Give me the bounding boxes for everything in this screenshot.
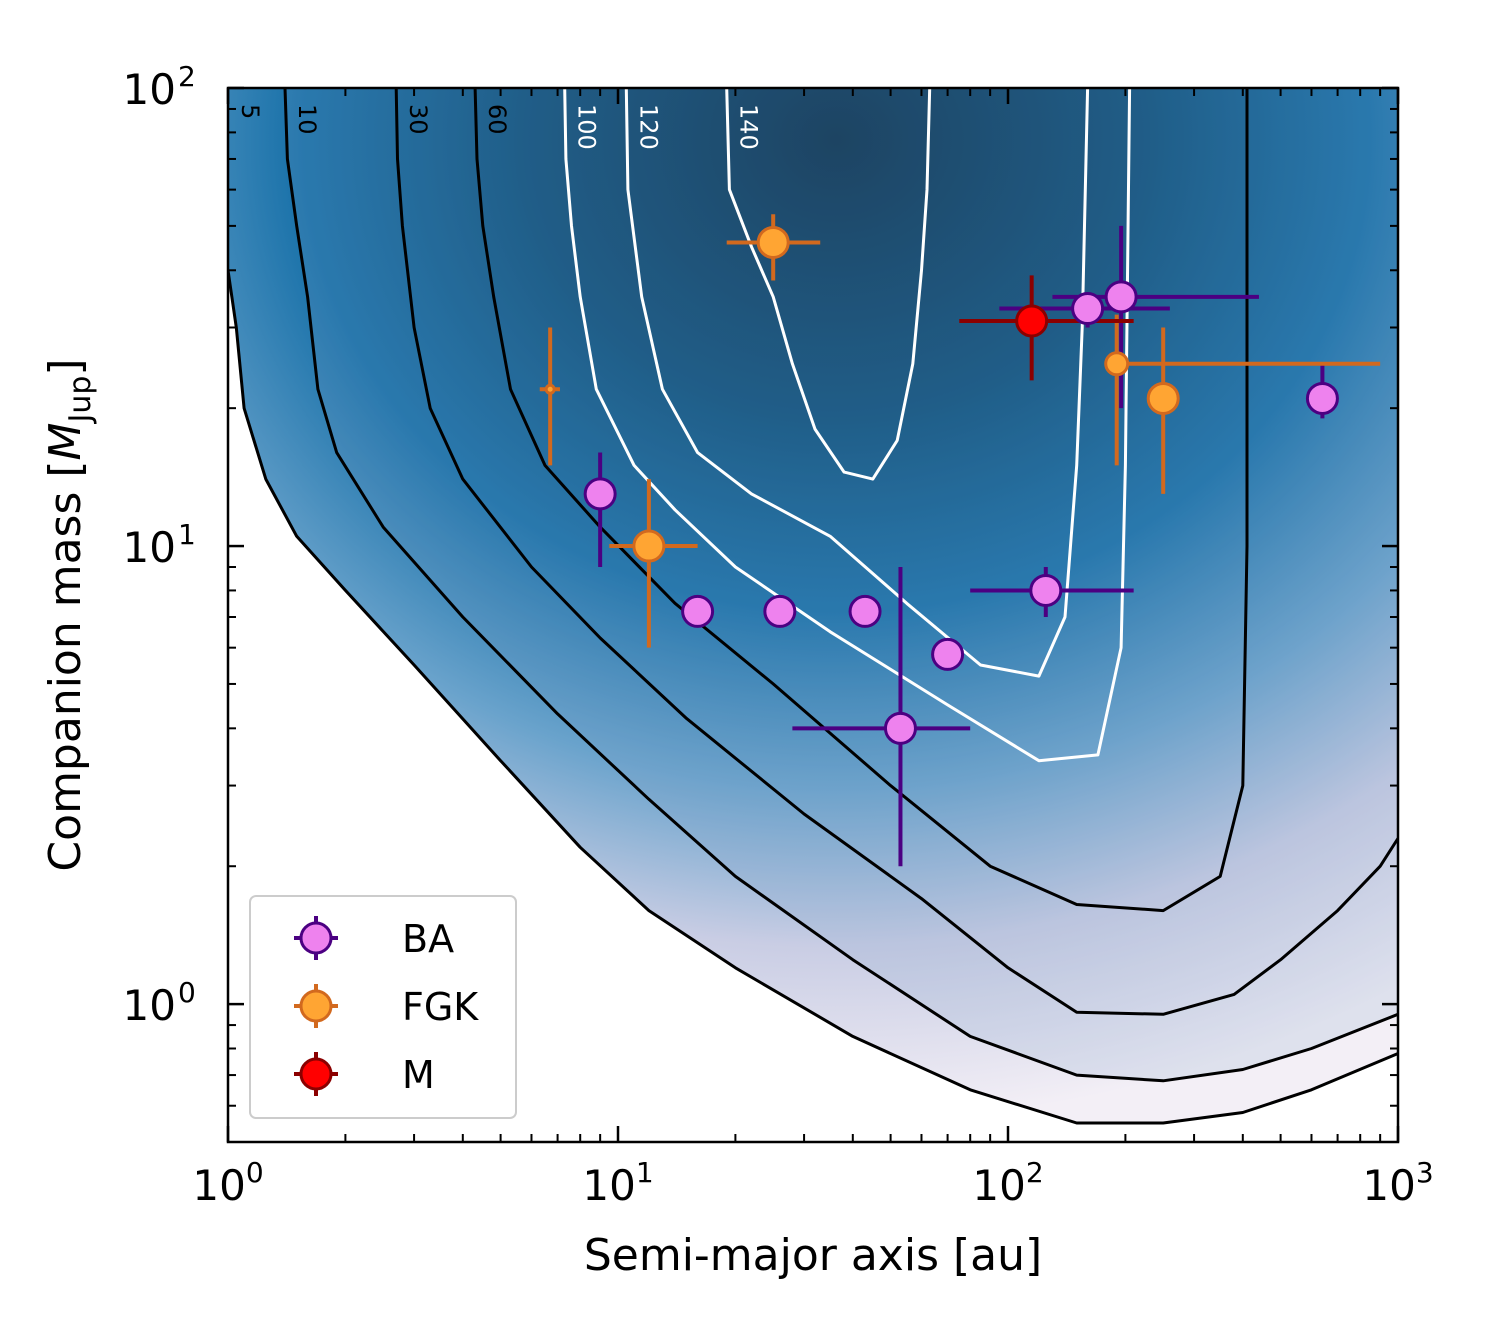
x-tick-base-2: 10	[972, 1161, 1025, 1210]
y-axis-label-end: ]	[40, 358, 91, 375]
point-BA-4	[931, 637, 965, 671]
point-FGK-0	[544, 383, 556, 395]
y-axis-label-main: Companion mass [	[40, 460, 91, 871]
contour-line-140	[725, 88, 932, 481]
contour-label-10: 10	[293, 104, 321, 135]
x-tick-base-0: 10	[192, 1161, 245, 1210]
point-M-0	[1015, 304, 1049, 338]
y-tick-base-0: 10	[123, 981, 176, 1030]
contour-label-5: 5	[236, 104, 264, 119]
point-BA-7	[1071, 292, 1105, 326]
contour-label-30: 30	[404, 104, 432, 135]
legend-label-FGK: FGK	[402, 985, 479, 1029]
legend-marker-FGK	[299, 989, 333, 1023]
y-axis-label-italic: M	[40, 422, 91, 460]
x-axis-label: Semi-major axis [au]	[584, 1230, 1042, 1281]
y-axis-label-sub: Jup	[63, 376, 98, 425]
legend-marker-BA	[299, 921, 333, 955]
point-BA-8	[1104, 280, 1138, 314]
point-BA-3	[848, 594, 882, 628]
y-tick-exp-2: 2	[178, 60, 196, 93]
point-BA-9	[1305, 381, 1339, 415]
y-tick-base-2: 10	[123, 65, 176, 114]
x-tick-exp-1: 1	[636, 1156, 654, 1189]
contour-line-100	[563, 88, 1132, 763]
contour-label-100: 100	[573, 104, 601, 150]
y-axis-label-group: Companion mass [MJup]	[40, 358, 98, 871]
y-tick-label-1: 10	[123, 523, 176, 572]
point-BA-5	[883, 711, 917, 745]
x-tick-base-1: 10	[582, 1161, 635, 1210]
contour-line-5	[228, 270, 1398, 1125]
point-BA-1	[681, 594, 715, 628]
plot-frame	[226, 86, 1400, 1144]
point-BA-6	[1029, 573, 1063, 607]
point-BA-0	[583, 477, 617, 511]
y-tick-base-1: 10	[123, 523, 176, 572]
y-tick-exp-0: 0	[178, 976, 196, 1009]
point-FGK-2	[756, 225, 790, 259]
point-BA-2	[763, 594, 797, 628]
legend-marker-M	[299, 1057, 333, 1091]
point-layer	[544, 225, 1339, 745]
y-axis-label: Companion mass [MJup]	[40, 358, 98, 871]
x-tick-base-3: 10	[1362, 1161, 1415, 1210]
contour-line-30	[394, 88, 1398, 1016]
y-tick-exp-1: 1	[178, 518, 196, 551]
contour-label-60: 60	[483, 104, 511, 135]
x-tick-label-2: 102	[972, 1156, 1043, 1210]
point-FGK-1	[632, 529, 666, 563]
contour-label-140: 140	[735, 104, 763, 150]
x-tick-exp-2: 2	[1026, 1156, 1044, 1189]
x-tick-exp-0: 0	[246, 1156, 264, 1189]
x-tick-label-3: 103	[1362, 1156, 1433, 1210]
point-FGK-4	[1146, 381, 1180, 415]
contour-line-10	[283, 88, 1398, 1083]
x-tick-label-1: 101	[582, 1156, 653, 1210]
contour-layer: 5 10 30 60 100 120 140	[228, 88, 1398, 1125]
point-FGK-3	[1104, 351, 1130, 377]
x-tick-label-0: 100	[192, 1156, 263, 1210]
heatmap-fill	[228, 88, 1398, 1124]
y-tick-label-0: 10	[123, 981, 176, 1030]
legend: BA FGK M	[249, 895, 517, 1119]
contour-line-60	[473, 88, 1249, 913]
contour-line-120	[624, 88, 1090, 678]
legend-label-BA: BA	[402, 917, 454, 961]
contour-label-120: 120	[634, 104, 662, 150]
x-tick-exp-3: 3	[1416, 1156, 1434, 1189]
y-tick-label-2: 10	[123, 65, 176, 114]
legend-label-M: M	[402, 1053, 435, 1097]
